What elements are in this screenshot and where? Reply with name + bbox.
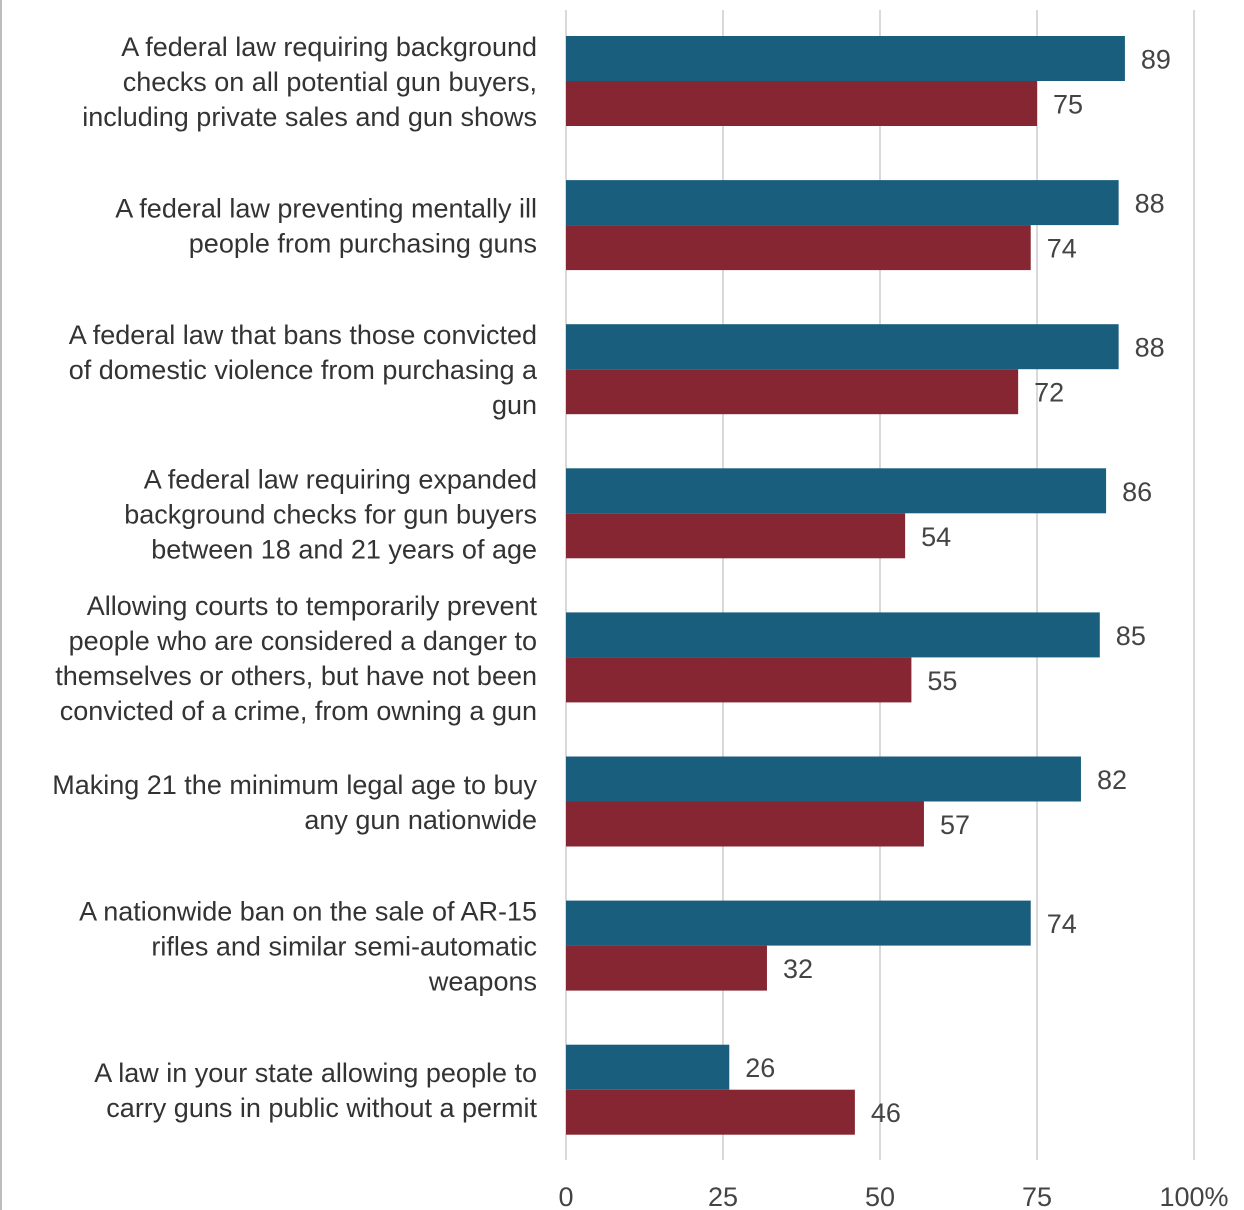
x-tick-label: 50 (865, 1182, 895, 1210)
bar (566, 657, 912, 703)
category-label-line: A nationwide ban on the sale of AR-15 (79, 897, 537, 927)
category-label-line: rifles and similar semi-automatic (151, 932, 537, 962)
bar (566, 369, 1019, 415)
value-label: 54 (921, 522, 951, 552)
value-label: 32 (783, 954, 813, 984)
bar (566, 513, 906, 559)
category-label-line: Allowing courts to temporarily prevent (87, 591, 538, 621)
value-label: 88 (1135, 189, 1165, 219)
value-label: 75 (1053, 90, 1083, 120)
category-label-line: any gun nationwide (304, 805, 537, 835)
category-label-line: background checks for gun buyers (124, 499, 537, 529)
category-label-line: convicted of a crime, from owning a gun (60, 696, 537, 726)
category-label-line: A federal law requiring background (121, 32, 537, 62)
value-label: 26 (745, 1053, 775, 1083)
bar (566, 324, 1119, 370)
bars (566, 36, 1125, 1135)
bar (566, 225, 1031, 271)
category-label-line: gun (492, 390, 537, 420)
category-label-line: people who are considered a danger to (69, 626, 537, 656)
bar (566, 36, 1125, 81)
bar (566, 612, 1100, 658)
category-label-line: people from purchasing guns (189, 229, 537, 259)
x-tick-label: 100% (1159, 1182, 1228, 1210)
category-label-line: A federal law preventing mentally ill (115, 194, 537, 224)
category-label-line: carry guns in public without a permit (106, 1093, 537, 1123)
value-labels: 89 75 88 74 88 72 86 54 85 55 82 57 74 32 26 46 (745, 45, 1171, 1129)
bar (566, 468, 1107, 514)
value-label: 89 (1141, 45, 1171, 75)
value-label: 72 (1034, 378, 1064, 408)
category-labels: A federal law requiring background checks… (52, 32, 538, 1123)
bar (566, 1044, 730, 1090)
x-tick-label: 0 (558, 1182, 573, 1210)
category-label-line: A law in your state allowing people to (94, 1058, 537, 1088)
category-label-line: including private sales and gun shows (82, 102, 537, 132)
bar (566, 900, 1031, 946)
x-tick-label: 25 (708, 1182, 738, 1210)
category-label-line: of domestic violence from purchasing a (69, 355, 538, 385)
value-label: 88 (1135, 333, 1165, 363)
x-axis-ticks: 0 25 50 75 100% (558, 1182, 1228, 1210)
value-label: 55 (927, 666, 957, 696)
value-label: 82 (1097, 765, 1127, 795)
category-label-line: Making 21 the minimum legal age to buy (52, 770, 537, 800)
category-label-line: checks on all potential gun buyers, (123, 67, 537, 97)
category-label-line: weapons (428, 967, 537, 997)
category-label-line: A federal law that bans those convicted (69, 320, 537, 350)
bar (566, 1089, 855, 1135)
left-border-rule (0, 0, 2, 1210)
value-label: 46 (871, 1098, 901, 1128)
x-tick-label: 75 (1022, 1182, 1052, 1210)
value-label: 74 (1047, 234, 1077, 264)
value-label: 74 (1047, 909, 1077, 939)
bar (566, 180, 1119, 226)
category-label-line: between 18 and 21 years of age (151, 534, 537, 564)
value-label: 86 (1122, 477, 1152, 507)
category-label-line: A federal law requiring expanded (144, 464, 537, 494)
value-label: 57 (940, 810, 970, 840)
bar (566, 756, 1081, 802)
bar (566, 945, 767, 991)
value-label: 85 (1116, 621, 1146, 651)
bar (566, 81, 1037, 126)
bar (566, 801, 924, 847)
category-label-line: themselves or others, but have not been (55, 661, 537, 691)
